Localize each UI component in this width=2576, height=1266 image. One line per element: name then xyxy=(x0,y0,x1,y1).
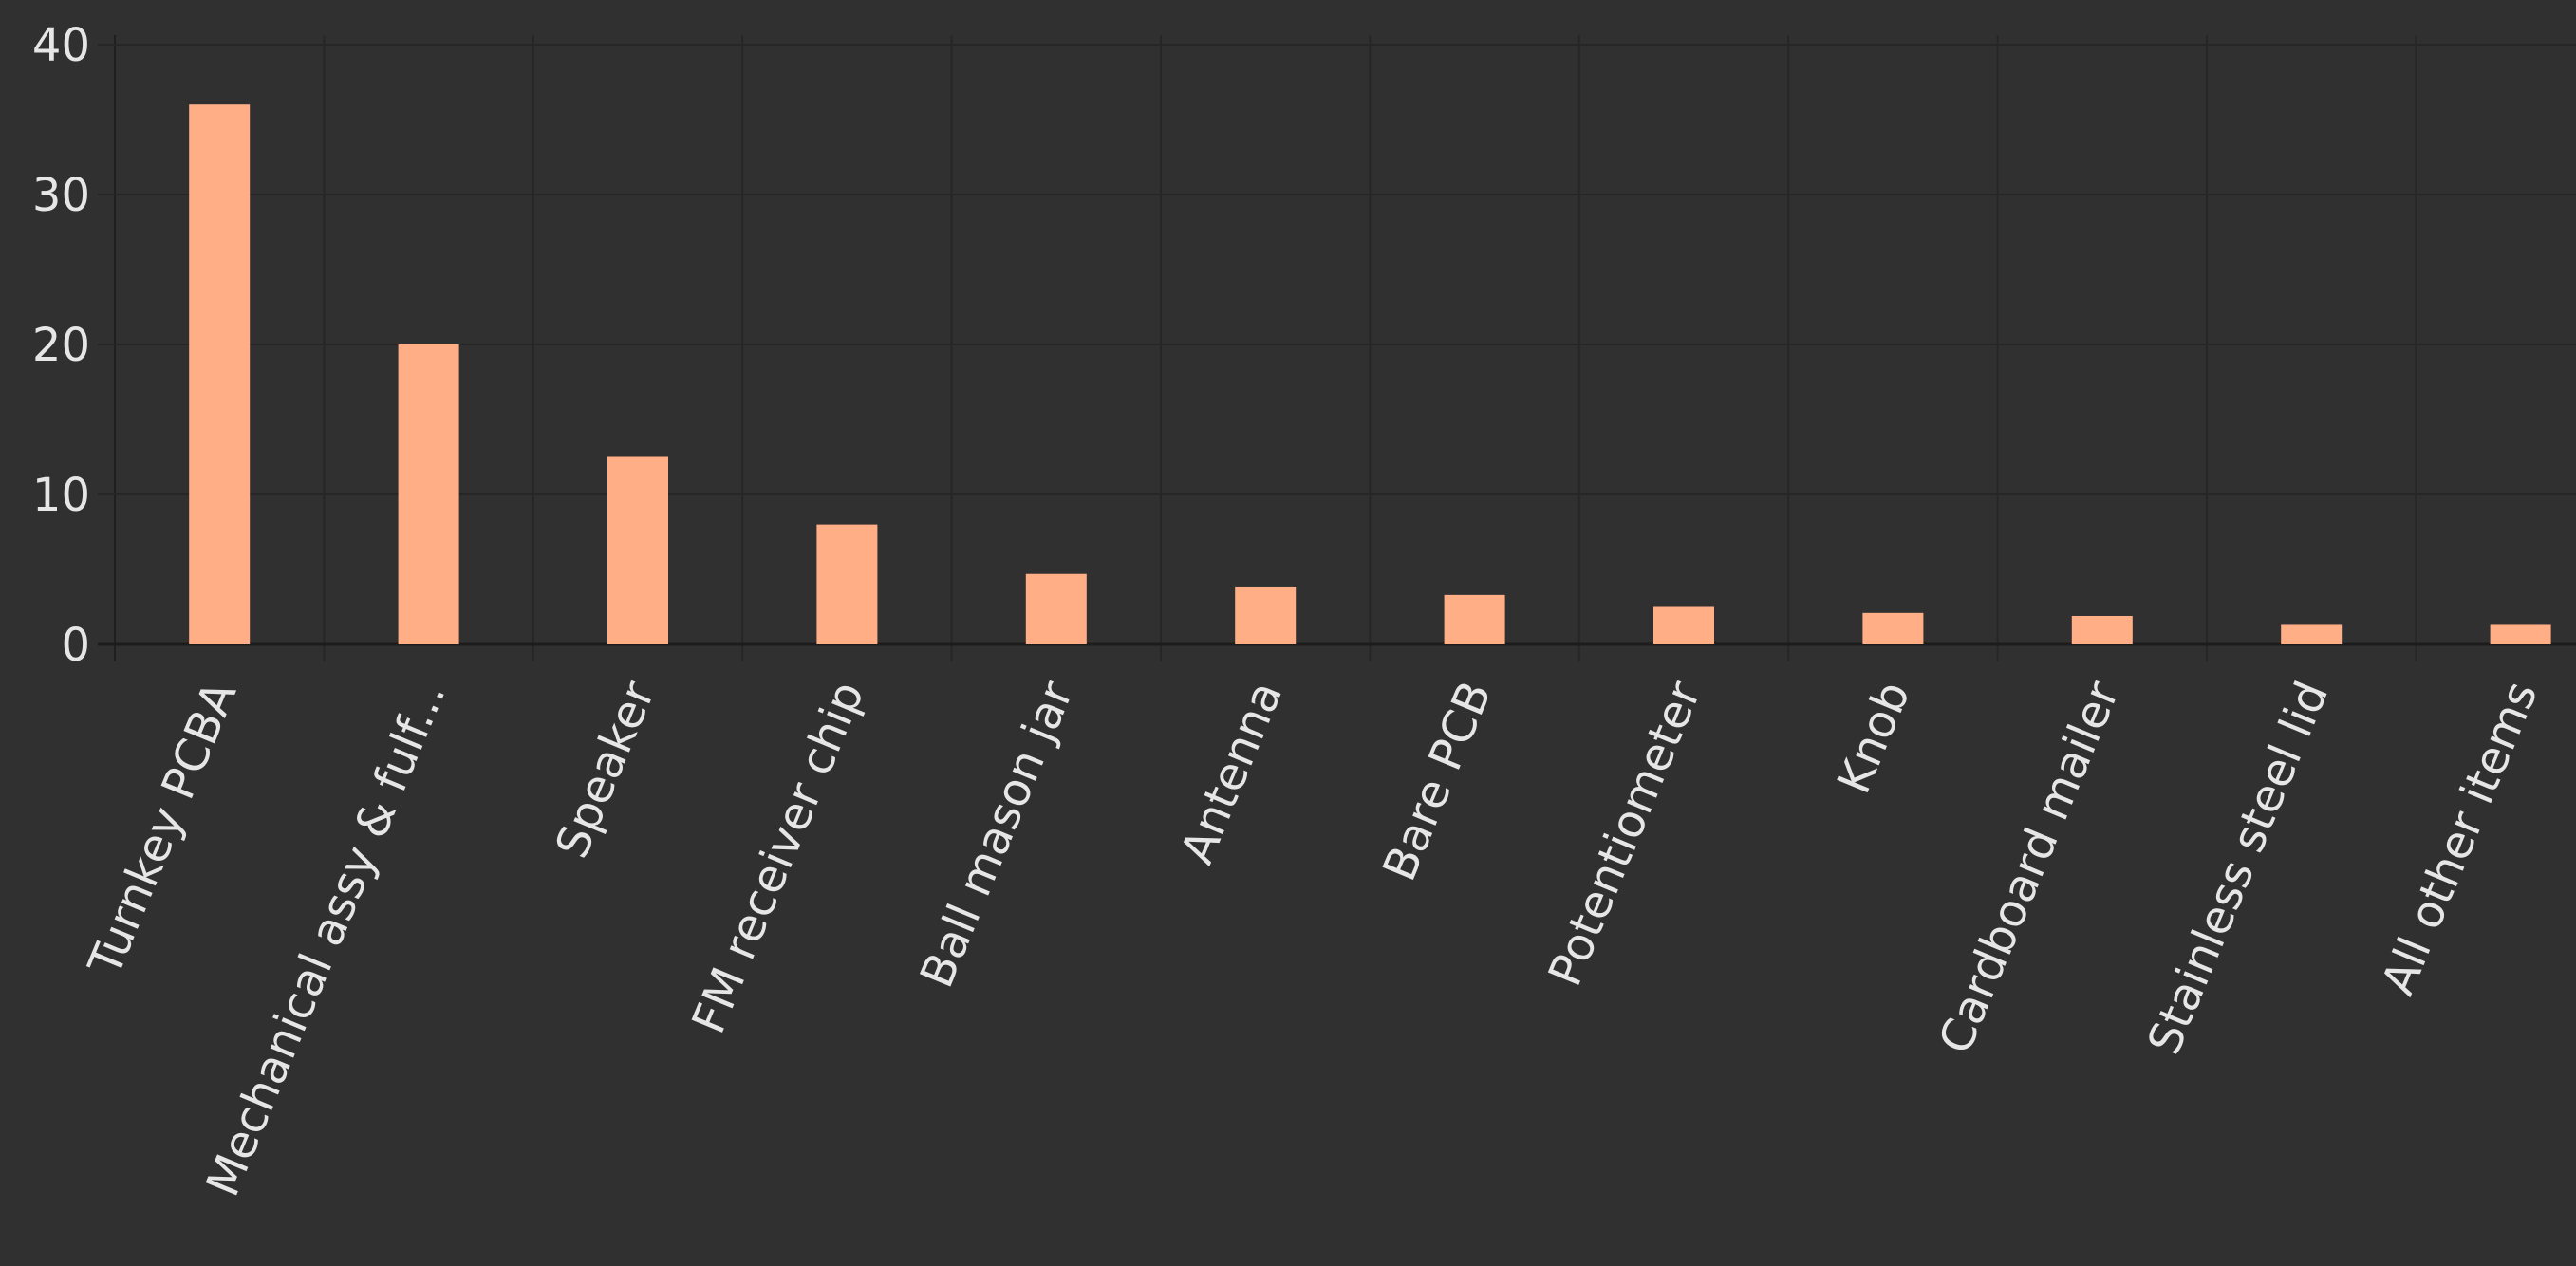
x-tick-label: Antenna xyxy=(1170,674,1293,871)
bar xyxy=(1862,612,1924,644)
x-tick-label: Stainless steel lid xyxy=(2137,674,2339,1062)
bar xyxy=(1653,606,1714,644)
x-tick-label: Speaker xyxy=(546,674,666,866)
y-tick-label: 30 xyxy=(32,169,90,222)
x-tick-label: Knob xyxy=(1827,674,1920,801)
bar xyxy=(607,456,668,644)
x-tick-label: Bare PCB xyxy=(1372,674,1502,888)
x-tick-label: Potentiometer xyxy=(1539,674,1711,994)
x-tick-label: FM receiver chip xyxy=(681,674,874,1041)
x-tick-label: All other items xyxy=(2371,674,2548,1002)
bar xyxy=(1235,586,1297,644)
bar xyxy=(1025,573,1087,644)
x-tick-label: Cardboard mailer xyxy=(1929,674,2130,1061)
bar xyxy=(189,104,251,644)
bar xyxy=(2071,615,2133,644)
x-tick-label: Ball mason jar xyxy=(910,674,1084,996)
y-tick-label: 10 xyxy=(32,469,90,522)
y-tick-label: 40 xyxy=(32,19,90,72)
y-tick-label: 20 xyxy=(32,319,90,372)
bar xyxy=(2281,624,2343,644)
y-tick-label: 0 xyxy=(61,619,90,672)
bar xyxy=(398,344,459,644)
x-tick-label: Turnkey PCBA xyxy=(78,674,247,984)
bar xyxy=(2490,624,2551,644)
bar xyxy=(816,524,878,644)
x-tick-label: Mechanical assy & fulf... xyxy=(196,674,457,1203)
bar xyxy=(1444,594,1505,644)
